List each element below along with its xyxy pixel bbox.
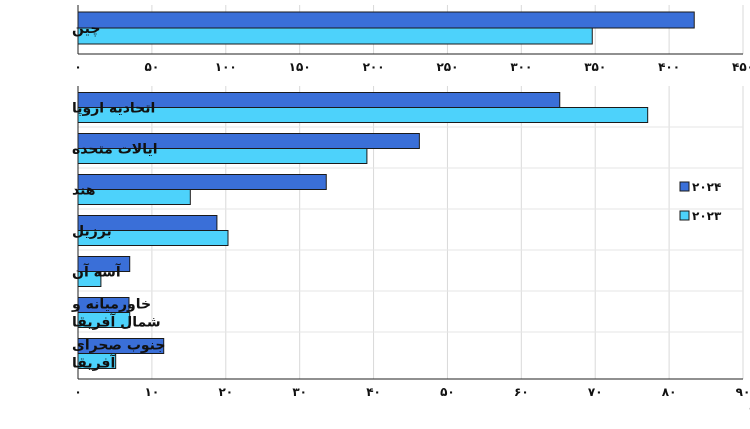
bar-2023 <box>77 27 593 45</box>
legend-label: ۲۰۲۳ <box>692 209 722 223</box>
category-label: اتحادیه اروپا <box>72 101 155 117</box>
category-label: برزیل <box>72 224 112 240</box>
x-tick-label: ۳۰ <box>292 385 307 399</box>
x-tick-label: ۷۰ <box>588 385 603 399</box>
legend-swatch-2023 <box>679 210 690 221</box>
x-tick-label: ۲۰ <box>218 385 233 399</box>
x-tick-label: ۵۰ <box>145 60 160 74</box>
x-tick-label: ۳۵۰ <box>584 60 606 74</box>
x-tick-label: ۲۰۰ <box>363 60 385 74</box>
legend-swatch-2024 <box>679 181 690 192</box>
x-tick-label: ۱۰۰ <box>215 60 237 74</box>
legend-label: ۲۰۲۴ <box>692 180 721 194</box>
x-tick-label: ۱۰ <box>145 385 160 399</box>
category-label: آفریقا <box>72 354 116 372</box>
x-tick-label: ۶۰ <box>514 385 529 399</box>
x-tick-label: ۰ <box>74 385 81 399</box>
x-tick-label: ۳۰۰ <box>510 60 532 74</box>
category-label: آسه آن <box>72 263 122 281</box>
x-tick-label: ۱۵۰ <box>289 60 311 74</box>
category-label: شمال آفریقا <box>72 313 161 331</box>
x-tick-label: ۲۵۰ <box>436 60 458 74</box>
plot-china: چین ۰ ۵۰ ۱۰۰ ۱۵۰ ۲۰۰ ۲۵۰ ۳۰۰ ۳۵۰ ۴۰۰ ۴۵۰ <box>72 5 750 74</box>
x-tick-label: ۴۰ <box>366 385 381 399</box>
x-tick-label: ۸۰ <box>662 385 677 399</box>
plot-other-regions: اتحادیه اروپا ایالات متحده هند برزیل آسه آن خ… <box>71 86 750 415</box>
x-tick-label: ۴۵۰ <box>732 60 750 74</box>
x-tick-label: ۰ <box>74 60 81 74</box>
bar-2023 <box>77 107 649 123</box>
bar-2024 <box>77 174 327 190</box>
legend: ۲۰۲۴ ۲۰۲۳ <box>679 180 722 223</box>
category-label: چین <box>72 21 100 37</box>
category-label: خاورمیانه و <box>71 297 151 313</box>
x-tick-label: ۵۰ <box>440 385 455 399</box>
category-label: ایالات متحده <box>72 142 158 158</box>
category-label: جنوب صحرای <box>72 338 165 354</box>
x-tick-label: ۹۰ <box>736 385 750 399</box>
bar-2024 <box>77 11 695 29</box>
category-label: هند <box>72 183 96 199</box>
x-tick-label: ۴۰۰ <box>658 60 680 74</box>
